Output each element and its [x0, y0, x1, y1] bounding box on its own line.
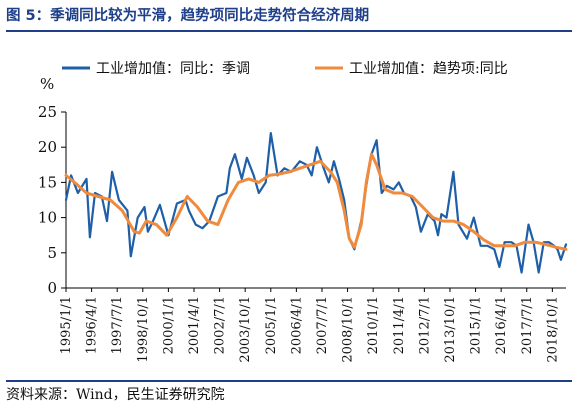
axes: 0 5 10 15 20 25 1995/1/1 1996/4/1 1997/7/1 1998/1… — [38, 103, 566, 363]
y-tick-label: 20 — [38, 138, 57, 156]
x-tick-label: 2008/10/1 — [341, 296, 356, 363]
x-tick-label: 2012/7/1 — [417, 296, 432, 354]
x-tick-label: 2017/7/1 — [520, 296, 535, 354]
x-tick-label: 2006/4/1 — [289, 296, 304, 354]
x-tick-label: 2018/10/1 — [545, 296, 560, 363]
y-tick-label: 0 — [47, 279, 57, 297]
legend-label-series-2: 工业增加值：趋势项:同比 — [349, 61, 508, 77]
y-tick-label: 10 — [38, 209, 57, 227]
series-line-2 — [64, 152, 568, 251]
x-tick-label: 1997/7/1 — [110, 296, 125, 354]
line-chart: 工业增加值：同比：季调 工业增加值：趋势项:同比 % 0 5 10 15 20 25 199… — [38, 61, 568, 363]
source-note: 资料来源：Wind，民生证券研究院 — [6, 387, 225, 403]
y-axis-unit-label: % — [40, 75, 54, 93]
x-tick-label: 2003/10/1 — [238, 296, 253, 363]
figure-title: 图 5：季调同比较为平滑，趋势项同比走势符合经济周期 — [6, 8, 370, 24]
series-group — [64, 131, 568, 274]
x-tick-label: 1998/10/1 — [136, 296, 151, 363]
x-tick-label: 2001/4/1 — [187, 296, 202, 354]
x-tick-label: 2000/1/1 — [161, 296, 176, 354]
x-tick-label: 2010/1/1 — [366, 296, 381, 354]
series-line-1 — [64, 131, 568, 274]
x-tick-label: 2007/7/1 — [315, 296, 330, 354]
x-tick-label: 2002/7/1 — [213, 296, 228, 354]
legend: 工业增加值：同比：季调 工业增加值：趋势项:同比 — [62, 61, 508, 77]
y-tick-label: 15 — [38, 173, 57, 191]
source-rule — [6, 380, 572, 382]
legend-label-series-1: 工业增加值：同比：季调 — [96, 61, 250, 77]
title-rule — [6, 30, 572, 32]
x-tick-label: 2015/1/1 — [469, 296, 484, 354]
x-tick-label: 2016/4/1 — [494, 296, 509, 354]
x-tick-label: 2013/10/1 — [443, 296, 458, 363]
x-tick-label: 2011/4/1 — [392, 296, 407, 354]
x-tick-label: 1996/4/1 — [85, 296, 100, 354]
y-tick-label: 5 — [47, 244, 57, 262]
x-tick-label: 2005/1/1 — [264, 296, 279, 354]
y-tick-label: 25 — [38, 103, 57, 121]
x-tick-label: 1995/1/1 — [59, 296, 74, 354]
